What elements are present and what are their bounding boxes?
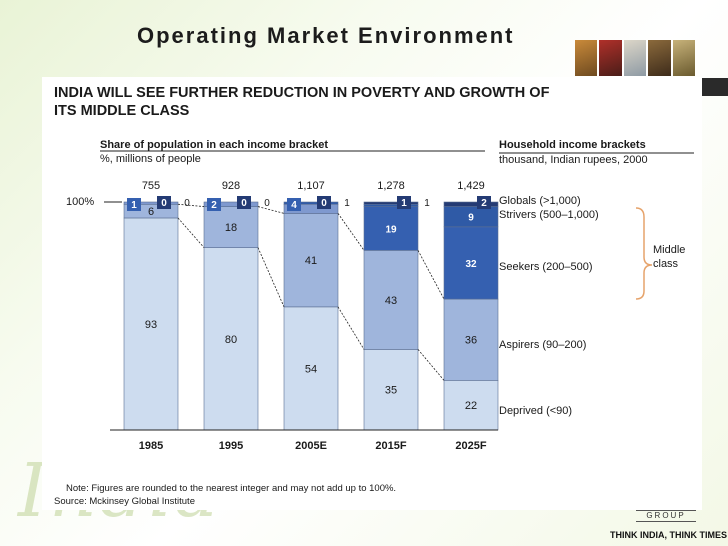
connector-aspirers-1985-1995: [177, 203, 205, 207]
value-label-strivers-2015f: 1: [424, 198, 430, 209]
bar-seekers-1995: [203, 201, 259, 207]
bar-strivers-2005e: [283, 201, 339, 205]
value-label-aspirers-1995: 18: [225, 222, 237, 234]
value-label-globals-2005e: 0: [321, 198, 327, 209]
chart-source: Source: Mckinsey Global Institute: [54, 496, 195, 507]
value-label-globals-2015f-box: [397, 196, 411, 209]
total-label-1995: 928: [222, 180, 240, 192]
connector-deprived-2005e-2015f: [337, 306, 365, 350]
legend-globals: Globals (>1,000): [499, 195, 581, 207]
value-label-seekers-2005e-box: [287, 198, 301, 211]
bar-aspirers-2005e: [283, 213, 339, 308]
connector-deprived-1995-2005e: [257, 247, 285, 308]
middle-class-brace: [635, 207, 653, 300]
connector-deprived-2015f-2025f: [417, 349, 445, 381]
value-label-globals-2025f-box: [477, 196, 491, 209]
dancer-photo: [599, 40, 622, 76]
bar-aspirers-1995: [203, 206, 259, 248]
legend-seekers: Seekers (200–500): [499, 261, 593, 273]
legend-units: thousand, Indian rupees, 2000: [499, 154, 648, 166]
value-label-seekers-1985-box: [127, 198, 141, 211]
header-photo-strip: [575, 40, 696, 76]
connector-deprived-1985-1995: [177, 217, 205, 248]
middle-class-label-line1: Middle: [653, 244, 685, 256]
chart-subtitle-units: %, millions of people: [100, 153, 201, 165]
brand-tagline: THINK INDIA, THINK TIMES: [610, 530, 727, 540]
value-label-seekers-1995-box: [207, 198, 221, 211]
total-label-2005e: 1,107: [297, 180, 325, 192]
bar-aspirers-2015f: [363, 250, 419, 350]
value-label-aspirers-1985: 6: [148, 206, 154, 218]
value-label-seekers-2005e: 4: [291, 200, 297, 211]
bar-globals-2025f: [443, 201, 499, 207]
bar-deprived-1995: [203, 247, 259, 431]
bar-globals-2015f: [363, 201, 419, 205]
bars-layer: [123, 201, 499, 431]
x-tick-2005e: 2005E: [295, 440, 327, 452]
chart-note: Note: Figures are rounded to the nearest…: [66, 483, 396, 494]
value-label-strivers-1985: 0: [184, 198, 190, 209]
value-label-seekers-1985: 1: [131, 200, 137, 211]
chart-title-line2: ITS MIDDLE CLASS: [54, 103, 190, 119]
connector-aspirers-2005e-2015f: [337, 213, 365, 251]
bar-seekers-2015f: [363, 206, 419, 251]
bar-seekers-2025f: [443, 226, 499, 300]
taj-mahal-photo: [623, 40, 647, 76]
total-label-1985: 755: [142, 180, 160, 192]
value-label-seekers-1995: 2: [211, 200, 217, 211]
monument-photo: [672, 40, 696, 76]
legend-aspirers: Aspirers (90–200): [499, 339, 586, 351]
bar-aspirers-2025f: [443, 298, 499, 381]
middle-class-label-line2: class: [653, 258, 679, 270]
legend-deprived: Deprived (<90): [499, 405, 572, 417]
value-label-aspirers-2005e: 41: [305, 255, 317, 267]
tiger-photo: [575, 40, 598, 76]
total-label-2025f: 1,429: [457, 180, 485, 192]
chart-subtitle: Share of population in each income brack…: [100, 139, 328, 151]
value-label-deprived-2025f: 22: [465, 400, 477, 412]
people-photo: [648, 40, 671, 76]
value-label-strivers-1995: 0: [264, 198, 270, 209]
x-tick-1995: 1995: [219, 440, 243, 452]
bar-deprived-2025f: [443, 380, 499, 431]
value-label-globals-2025f: 2: [481, 198, 487, 209]
total-label-2015f: 1,278: [377, 180, 405, 192]
value-label-aspirers-2015f: 43: [385, 295, 397, 307]
legend-strivers: Strivers (500–1,000): [499, 209, 599, 221]
value-label-deprived-2015f: 35: [385, 385, 397, 397]
labels-layer: 1985 755 1995 928 2005E 1,107 2015F 1,278 2025F 1…: [127, 180, 491, 452]
income-chart: INDIA WILL SEE FURTHER REDUCTION IN POVE…: [54, 85, 694, 507]
slide-title: Operating Market Environment: [137, 23, 515, 48]
value-label-strivers-2025f: 9: [468, 213, 474, 224]
value-label-globals-1995-box: [237, 196, 251, 209]
value-label-globals-1985-box: [157, 196, 171, 209]
connector-aspirers-2015f-2025f: [417, 250, 445, 300]
y-axis-100-label: 100%: [66, 196, 94, 208]
x-tick-2015f: 2015F: [375, 440, 406, 452]
x-tick-1985: 1985: [139, 440, 163, 452]
brand-group: GROUP: [636, 510, 696, 522]
bar-deprived-1985: [123, 217, 179, 431]
value-label-globals-1995: 0: [241, 198, 247, 209]
connectors-layer: [177, 203, 445, 381]
value-label-aspirers-2025f: 36: [465, 335, 477, 347]
value-label-deprived-2005e: 54: [305, 363, 317, 375]
value-label-strivers-2005e: 1: [344, 198, 350, 209]
bar-deprived-2005e: [283, 306, 339, 431]
chart-title-line1: INDIA WILL SEE FURTHER REDUCTION IN POVE…: [54, 85, 550, 101]
value-label-seekers-2025f: 32: [465, 259, 477, 270]
bar-deprived-2015f: [363, 349, 419, 431]
value-label-deprived-1995: 80: [225, 334, 237, 346]
x-tick-2025f: 2025F: [455, 440, 486, 452]
value-label-globals-1985: 0: [161, 198, 167, 209]
legend-title: Household income brackets: [499, 139, 646, 151]
value-label-seekers-2015f: 19: [385, 224, 397, 235]
value-label-globals-2015f: 1: [401, 198, 407, 209]
bar-seekers-1985: [123, 201, 179, 205]
chart-panel: INDIA WILL SEE FURTHER REDUCTION IN POVE…: [42, 77, 702, 510]
connector-aspirers-1995-2005e: [257, 206, 285, 214]
value-label-globals-2005e-box: [317, 196, 331, 209]
value-label-deprived-1985: 93: [145, 319, 157, 331]
